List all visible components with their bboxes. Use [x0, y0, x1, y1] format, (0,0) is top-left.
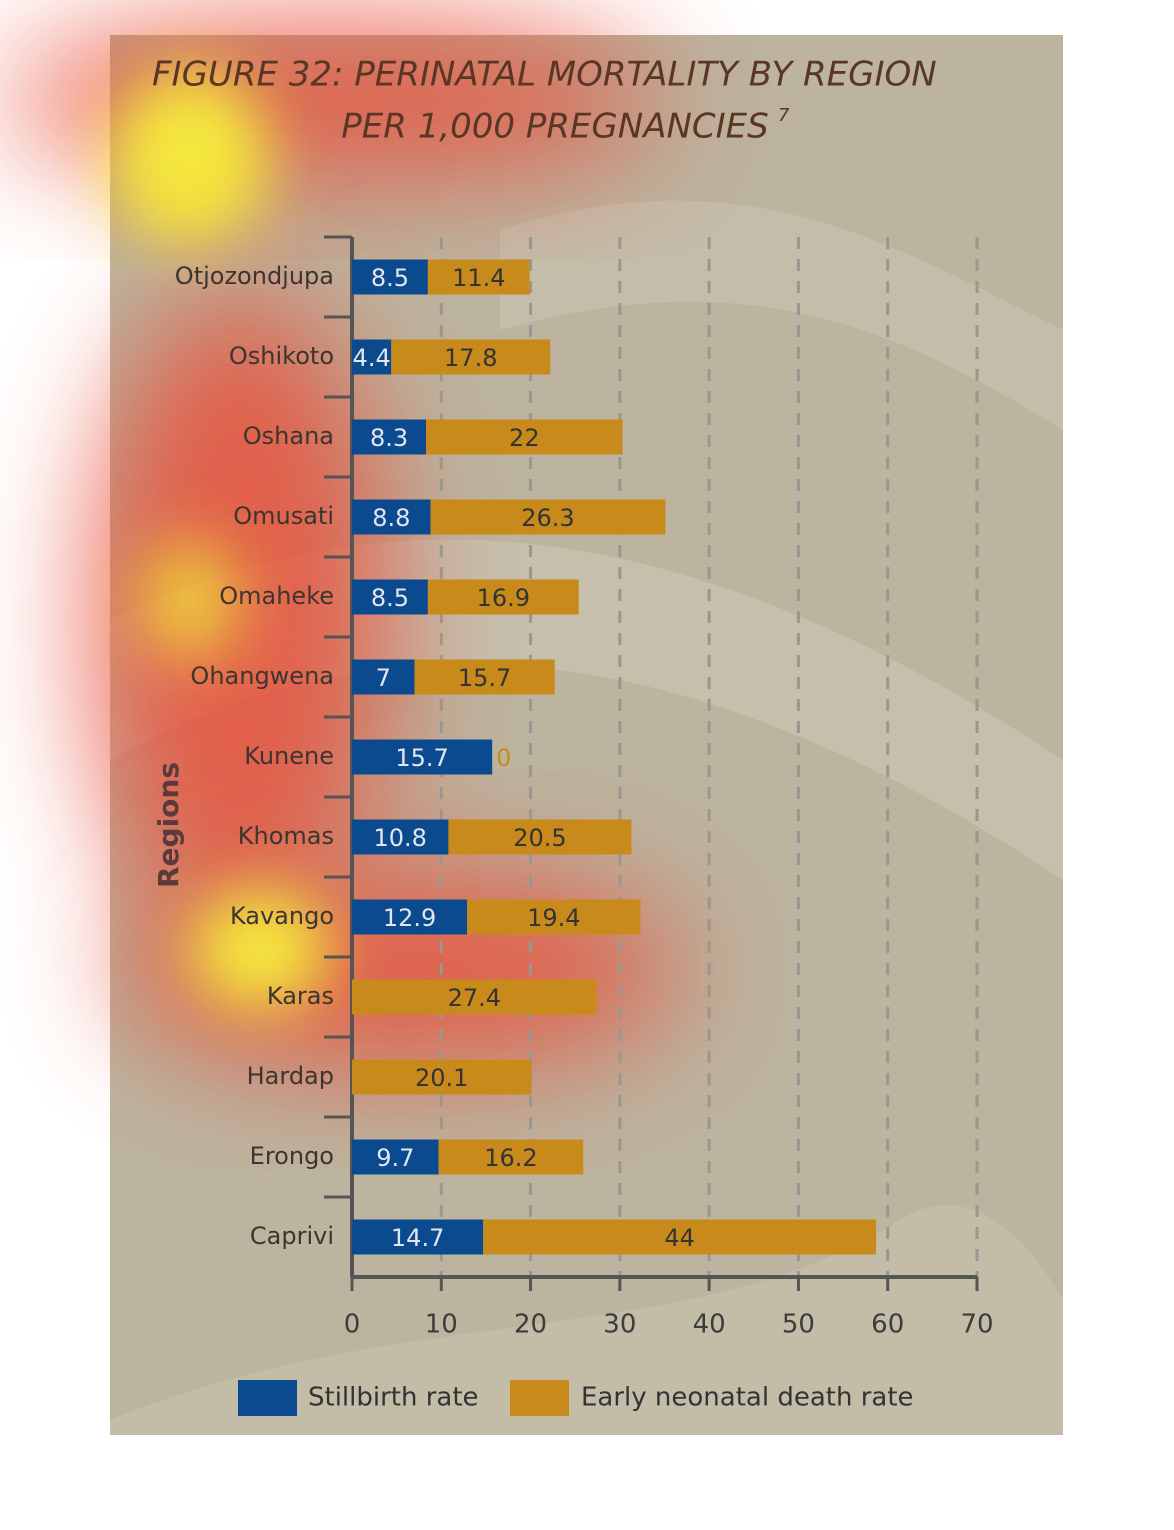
y-tick-label: Oshana [243, 422, 334, 450]
footnote-marker: 7 [778, 105, 790, 126]
value-label: 15.7 [395, 744, 448, 772]
y-tick-label: Kavango [230, 902, 334, 930]
value-label: 14.7 [391, 1224, 444, 1252]
y-tick-label: Omusati [233, 502, 334, 530]
value-label: 10.8 [373, 824, 426, 852]
bar-segment [391, 339, 551, 375]
y-tick-label: Erongo [250, 1142, 334, 1170]
bar-segment [352, 499, 431, 535]
bar-segment [414, 659, 555, 695]
bar-segment [352, 979, 597, 1015]
value-label: 26.3 [521, 504, 574, 532]
value-label: 11.4 [452, 264, 505, 292]
bar-segment [426, 419, 623, 455]
value-label: 20.1 [415, 1064, 468, 1092]
value-label: 19.4 [527, 904, 580, 932]
x-tick-label: 70 [960, 1310, 993, 1340]
y-tick-label: Omaheke [219, 582, 334, 610]
bar-segment [352, 579, 428, 615]
y-tick-label: Ohangwena [190, 662, 334, 690]
heat-blob [190, 890, 330, 1010]
value-label: 16.9 [477, 584, 530, 612]
value-label: 22 [509, 424, 540, 452]
x-tick-label: 10 [425, 1310, 458, 1340]
bar-segment [352, 739, 493, 775]
x-tick-label: 30 [603, 1310, 636, 1340]
bar-segment [352, 819, 449, 855]
background-wave [500, 200, 1063, 430]
x-tick-label: 20 [514, 1310, 547, 1340]
value-label: 15.7 [458, 664, 511, 692]
y-tick-label: Otjozondjupa [175, 262, 334, 290]
y-axis-label: Regions [152, 762, 185, 888]
value-label: 20.5 [513, 824, 566, 852]
bar-segment [352, 419, 427, 455]
heat-blob [140, 540, 240, 660]
bar-segment [352, 1059, 532, 1095]
bar-segment [467, 899, 641, 935]
bar-segment [448, 819, 632, 855]
value-label: 8.8 [372, 504, 410, 532]
y-tick-label: Caprivi [250, 1222, 334, 1250]
value-label: 8.5 [371, 584, 409, 612]
legend-swatch [238, 1380, 297, 1416]
background-wave [110, 1205, 1063, 1435]
bar-segment [352, 899, 468, 935]
y-tick-label: Khomas [238, 822, 334, 850]
bar-segment [352, 259, 428, 295]
value-label: 7 [376, 664, 391, 692]
chart-title: FIGURE 32: PERINATAL MORTALITY BY REGION [152, 55, 937, 95]
value-label: 8.3 [370, 424, 408, 452]
y-tick-label: Karas [267, 982, 334, 1010]
value-label: 8.5 [371, 264, 409, 292]
value-label: 27.4 [448, 984, 501, 1012]
heat-blob [90, 290, 390, 950]
x-tick-label: 50 [782, 1310, 815, 1340]
value-label: 9.7 [376, 1144, 414, 1172]
legend-swatch [510, 1380, 569, 1416]
bar-segment [352, 1219, 484, 1255]
bar-segment [427, 579, 579, 615]
y-tick-label: Oshikoto [229, 342, 334, 370]
bar-segment [430, 499, 666, 535]
bar-segment [352, 659, 415, 695]
bar-segment [483, 1219, 877, 1255]
y-tick-label: Kunene [244, 742, 334, 770]
legend-label: Early neonatal death rate [581, 1383, 914, 1413]
x-tick-label: 40 [693, 1310, 726, 1340]
y-tick-label: Hardap [247, 1062, 334, 1090]
value-label: 16.2 [484, 1144, 537, 1172]
value-label: 12.9 [383, 904, 436, 932]
bar-segment [352, 1139, 439, 1175]
legend-label: Stillbirth rate [308, 1383, 479, 1413]
chart-subtitle: PER 1,000 PREGNANCIES [341, 107, 768, 147]
x-tick-label: 60 [871, 1310, 904, 1340]
value-label: 17.8 [444, 344, 497, 372]
value-label: 44 [664, 1224, 695, 1252]
value-label: 4.4 [353, 344, 391, 372]
bar-segment [438, 1139, 584, 1175]
bar-segment [427, 259, 530, 295]
x-tick-label: 0 [344, 1310, 361, 1340]
heat-blob [110, 70, 270, 250]
heat-blob [0, 20, 660, 180]
value-label: 0 [496, 744, 511, 772]
bar-segment [352, 339, 392, 375]
